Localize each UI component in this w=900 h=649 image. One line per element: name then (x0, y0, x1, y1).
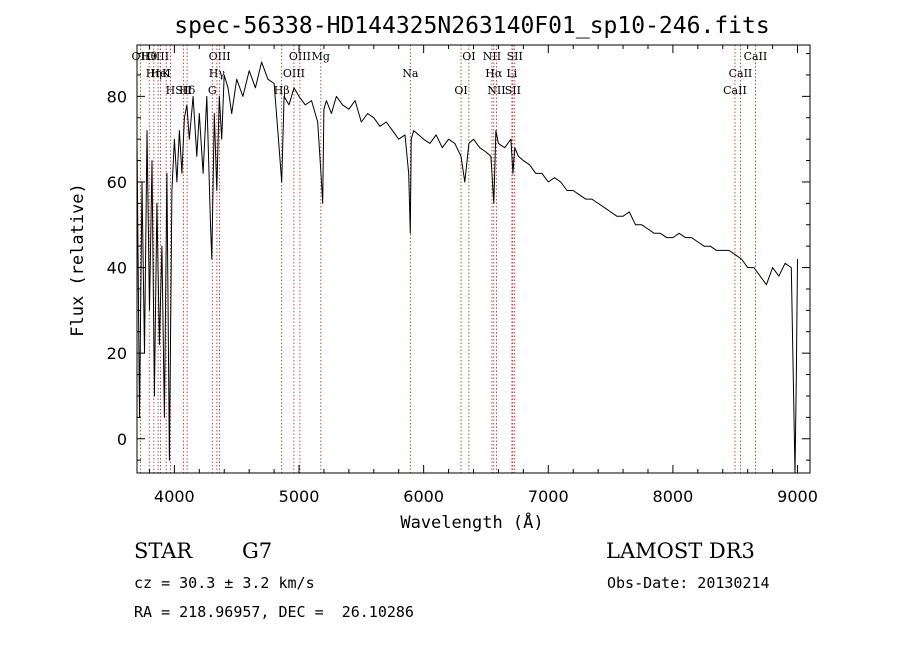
line-label: NII (483, 50, 501, 63)
object-subclass: G7 (242, 539, 273, 563)
line-label: H (166, 84, 176, 97)
y-tick-label: 0 (117, 430, 127, 449)
line-label: OIII (209, 50, 231, 63)
line-label: OIII (289, 50, 311, 63)
line-label: Hδ (179, 84, 196, 97)
spectrum-trace (136, 61, 798, 474)
y-tick-label: 60 (107, 173, 127, 192)
line-label: Hη (146, 67, 162, 80)
x-tick-label: 8000 (653, 487, 694, 506)
spectrum-trace-group (136, 61, 798, 474)
x-axis-label: Wavelength (Å) (400, 511, 543, 533)
y-tick-label: 20 (107, 344, 127, 363)
line-label: NII (487, 84, 505, 97)
sky-coordinates: RA = 218.96957, DEC = 26.10286 (134, 603, 414, 621)
line-label: K (162, 67, 171, 80)
line-label: OII (132, 50, 150, 63)
line-label: Hβ (274, 84, 290, 97)
axis-ticks: 4000 5000 6000 7000 8000 9000 0 20 40 60 80 (107, 45, 818, 506)
line-label: CaII (723, 84, 747, 97)
line-label: Mg (312, 50, 330, 63)
line-label: CaII (744, 50, 768, 63)
line-label: OI (454, 84, 467, 97)
line-label: G (208, 84, 217, 97)
y-tick-label: 40 (107, 259, 127, 278)
line-label: Hα (485, 67, 503, 80)
plot-frame (136, 44, 811, 474)
line-label: HeI (150, 67, 170, 80)
y-axis-label: Flux (relative) (68, 183, 88, 337)
line-label: SII (505, 84, 521, 97)
x-tick-label: 5000 (279, 487, 320, 506)
line-label: Hθ (141, 50, 158, 63)
line-label: Li (506, 67, 517, 80)
line-label: OIII (283, 67, 305, 80)
line-label: OIII (147, 50, 169, 63)
x-tick-label: 9000 (777, 487, 818, 506)
line-label: CaII (729, 67, 753, 80)
x-tick-label: 6000 (403, 487, 444, 506)
object-class: STAR (134, 539, 193, 563)
line-label: Na (402, 67, 419, 80)
observation-date: Obs-Date: 20130214 (607, 574, 770, 592)
line-label: Hγ (209, 67, 226, 80)
x-tick-label: 7000 (528, 487, 569, 506)
redshift-value: cz = 30.3 ± 3.2 km/s (134, 574, 315, 592)
x-tick-label: 4000 (154, 487, 195, 506)
survey-name: LAMOST DR3 (606, 539, 755, 563)
line-markers (139, 45, 756, 473)
line-label: SII (175, 84, 191, 97)
y-tick-label: 80 (107, 87, 127, 106)
line-label: SII (507, 50, 523, 63)
line-label: OI (462, 50, 475, 63)
chart-title: spec-56338-HD144325N263140F01_sp10-246.f… (174, 13, 769, 39)
